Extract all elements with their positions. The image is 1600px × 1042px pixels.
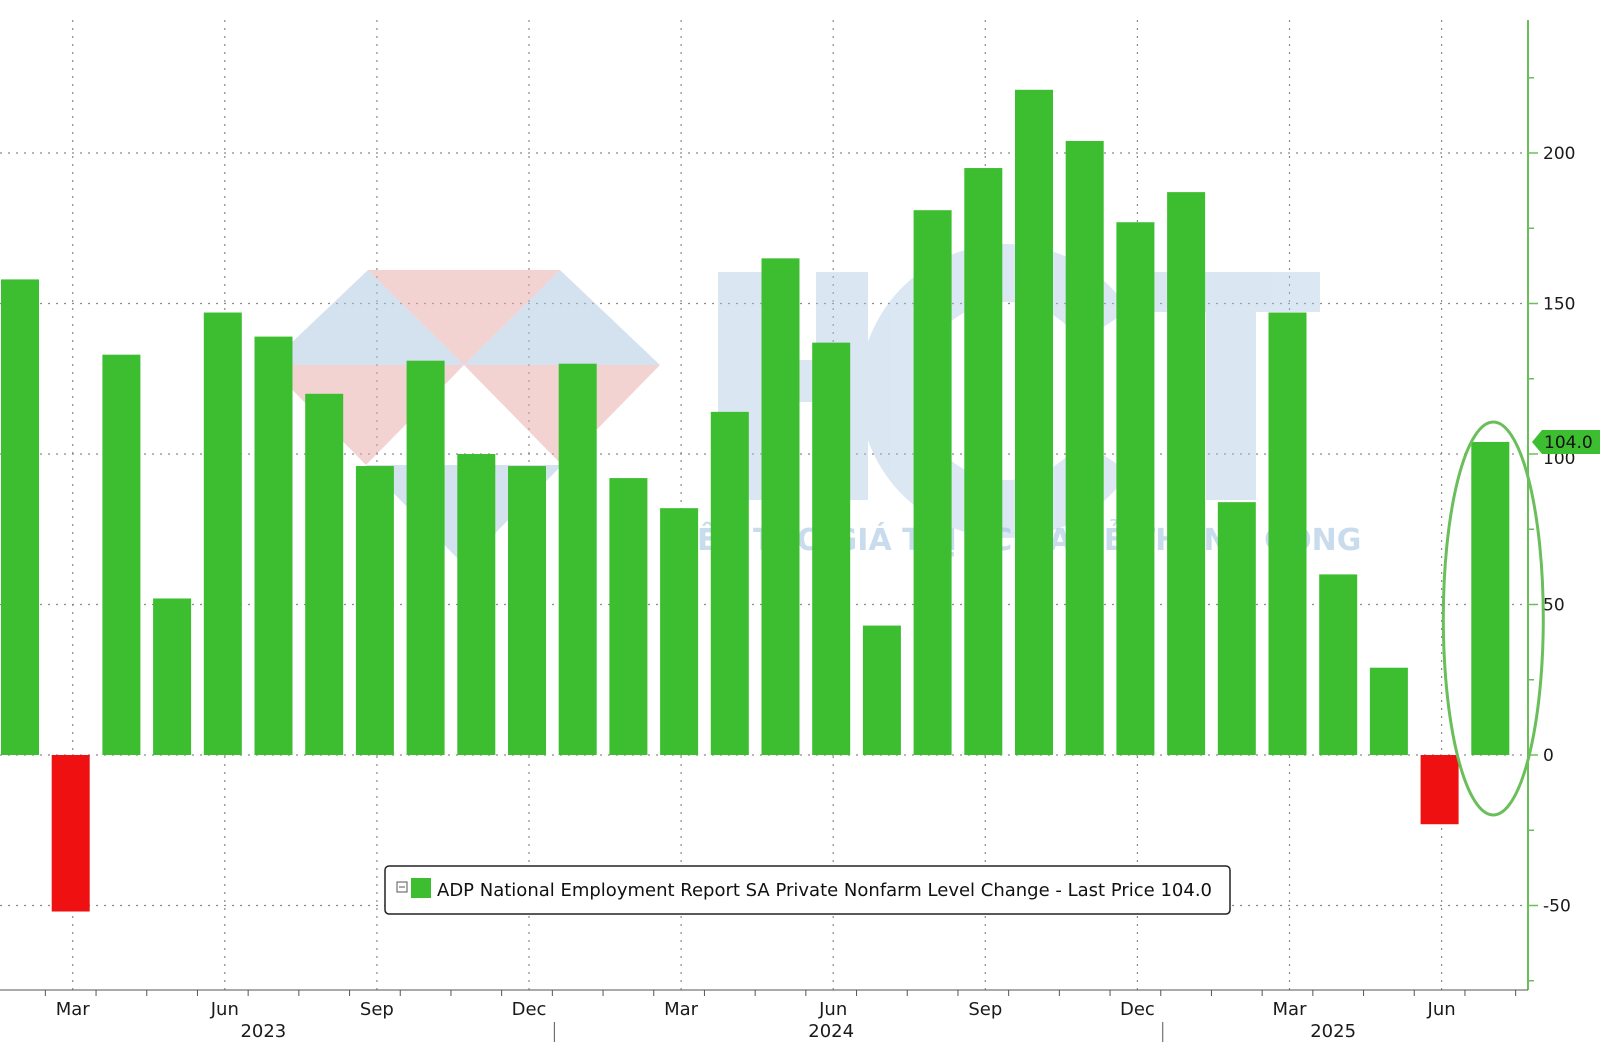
x-tick-label: Mar — [56, 999, 91, 1020]
legend-label: ADP National Employment Report SA Privat… — [437, 880, 1212, 901]
y-tick-label: 200 — [1543, 144, 1575, 164]
bar — [558, 363, 597, 755]
bar — [203, 312, 242, 755]
highlight-ellipse — [1441, 420, 1545, 817]
watermark-triangle-top — [368, 270, 560, 365]
bar — [964, 168, 1003, 756]
x-tick-label: Jun — [818, 999, 847, 1020]
x-tick-label: Jun — [210, 999, 239, 1020]
bar — [660, 508, 699, 755]
bar — [761, 258, 800, 755]
y-tick-label: 50 — [1543, 596, 1565, 616]
bar — [1471, 441, 1510, 755]
x-tick-label: Sep — [360, 999, 394, 1020]
bar — [1015, 89, 1053, 756]
x-year-label: 2023 — [240, 1021, 286, 1042]
legend-box — [384, 865, 1231, 915]
bar — [1319, 574, 1358, 755]
bar — [862, 625, 901, 755]
bar — [355, 466, 394, 755]
x-year-label: 2025 — [1310, 1021, 1356, 1042]
bar — [1, 279, 39, 755]
watermark-letter-t-stem — [1206, 272, 1256, 500]
bar — [406, 360, 445, 755]
watermark-triangle-right — [464, 270, 660, 365]
y-tick-label: -50 — [1543, 897, 1571, 917]
bar — [254, 336, 293, 755]
watermark-triangle-left — [268, 270, 464, 365]
bar — [710, 411, 749, 755]
x-tick-label: Dec — [512, 999, 547, 1020]
bar — [508, 466, 546, 755]
legend: ADP National Employment Report SA Privat… — [384, 865, 1231, 915]
x-tick-label: Sep — [968, 999, 1002, 1020]
bar — [1420, 755, 1459, 825]
bar — [913, 210, 952, 755]
x-year-label: 2024 — [808, 1021, 854, 1042]
x-tick-label: Mar — [1273, 999, 1308, 1020]
bar — [102, 354, 141, 755]
bar — [1369, 667, 1408, 755]
overlay-layer: 104.0 — [1441, 420, 1600, 817]
y-tick-label: 100 — [1543, 449, 1575, 469]
bars-layer — [1, 89, 1510, 912]
legend-swatch — [411, 878, 431, 898]
x-tick-label: Dec — [1120, 999, 1155, 1020]
y-tick-label: 0 — [1543, 746, 1554, 766]
bar — [457, 454, 496, 755]
bar — [1065, 140, 1104, 755]
last-price-tag — [1532, 429, 1600, 454]
x-tick-label: Jun — [1427, 999, 1456, 1020]
bar — [1116, 222, 1155, 756]
axis-layer: -50 0 50 150 200 100 Mar Jun Sep Dec Mar Jun Sep Dec M… — [0, 20, 1575, 1042]
bar — [1217, 502, 1256, 755]
bar — [305, 393, 344, 755]
x-tick-label: Mar — [664, 999, 699, 1020]
y-tick-label: 150 — [1543, 295, 1575, 315]
bar — [153, 598, 192, 755]
bar — [812, 342, 851, 755]
bar — [609, 478, 648, 755]
bar — [51, 755, 90, 912]
bar — [1268, 312, 1307, 755]
bar — [1167, 192, 1206, 755]
last-price-label: 104.0 — [1544, 433, 1593, 453]
